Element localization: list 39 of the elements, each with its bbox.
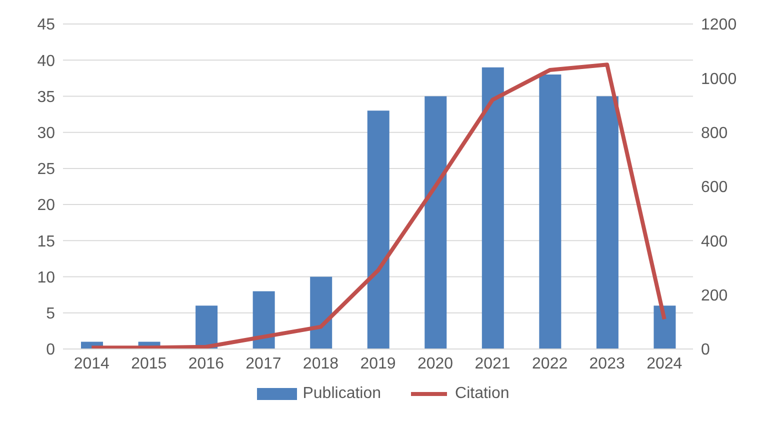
x-tick-label: 2018 <box>302 355 339 372</box>
y-tick-label: 35 <box>37 88 56 106</box>
x-tick-label: 2017 <box>246 355 282 372</box>
bar <box>654 306 676 349</box>
y-tick-label: 5 <box>46 306 56 323</box>
y-tick-label: 20 <box>37 197 56 214</box>
x-tick-label: 2020 <box>417 355 454 372</box>
y2-tick-label: 200 <box>701 288 728 305</box>
y2-tick-label: 400 <box>701 233 728 250</box>
bar <box>596 96 618 349</box>
y2-tick-label: 1000 <box>701 70 737 88</box>
y-tick-label: 15 <box>37 233 56 250</box>
x-tick-label: 2024 <box>646 355 682 372</box>
y-tick-label: 30 <box>37 125 56 142</box>
bar <box>310 276 332 349</box>
y-tick-label: 25 <box>37 161 56 178</box>
x-tick-label: 2023 <box>589 355 625 372</box>
y-tick-label: 45 <box>37 16 56 34</box>
y-tick-label: 10 <box>37 269 56 286</box>
y2-tick-label: 0 <box>701 342 710 359</box>
bar <box>252 291 275 349</box>
y2-tick-label: 1200 <box>701 16 737 34</box>
bar <box>539 74 562 349</box>
bar <box>367 110 390 349</box>
y-tick-label: 0 <box>46 342 56 359</box>
legend-label: Citation <box>455 385 510 403</box>
x-tick-label: 2022 <box>532 355 568 372</box>
y2-tick-label: 800 <box>701 125 728 142</box>
bar <box>482 67 504 349</box>
legend-label: Publication <box>302 385 382 403</box>
x-tick-label: 2014 <box>74 355 110 372</box>
x-tick-label: 2015 <box>131 355 167 372</box>
y-tick-label: 40 <box>37 52 56 70</box>
x-tick-label: 2021 <box>474 355 510 372</box>
line-series <box>90 62 666 349</box>
y2-tick-label: 600 <box>701 179 728 196</box>
x-tick-label: 2016 <box>188 355 224 372</box>
bar <box>424 96 447 349</box>
x-tick-label: 2019 <box>360 355 396 372</box>
